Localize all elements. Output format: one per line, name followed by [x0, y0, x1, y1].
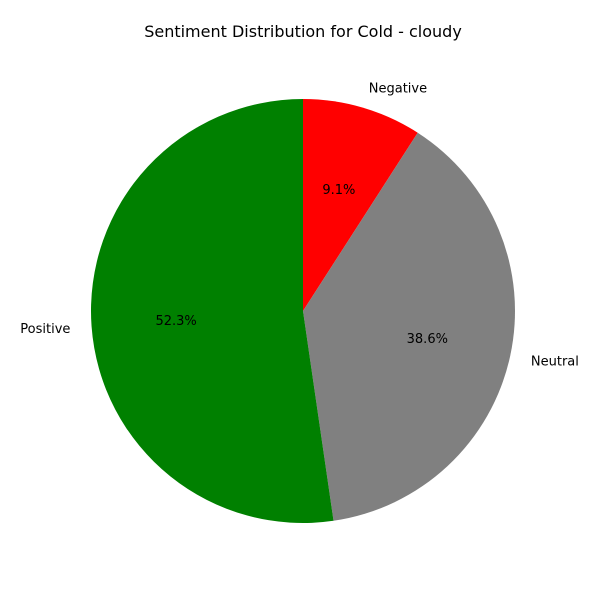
slice-label-positive: Positive	[20, 322, 70, 337]
pct-label-neutral: 38.6%	[407, 332, 448, 347]
pct-label-positive: 52.3%	[155, 314, 196, 329]
slice-label-neutral: Neutral	[531, 354, 579, 369]
pie-slice-positive	[91, 99, 334, 523]
pie-labels: Negative 9.1% Neutral 38.6% Positive 52.3%	[20, 81, 579, 369]
slice-label-negative: Negative	[369, 81, 427, 96]
pie-slices	[91, 99, 516, 523]
pie-slice-negative	[303, 99, 418, 311]
pct-label-negative: 9.1%	[322, 183, 355, 198]
chart-title: Sentiment Distribution for Cold - cloudy	[144, 22, 462, 41]
pie-slice-neutral	[303, 132, 516, 521]
